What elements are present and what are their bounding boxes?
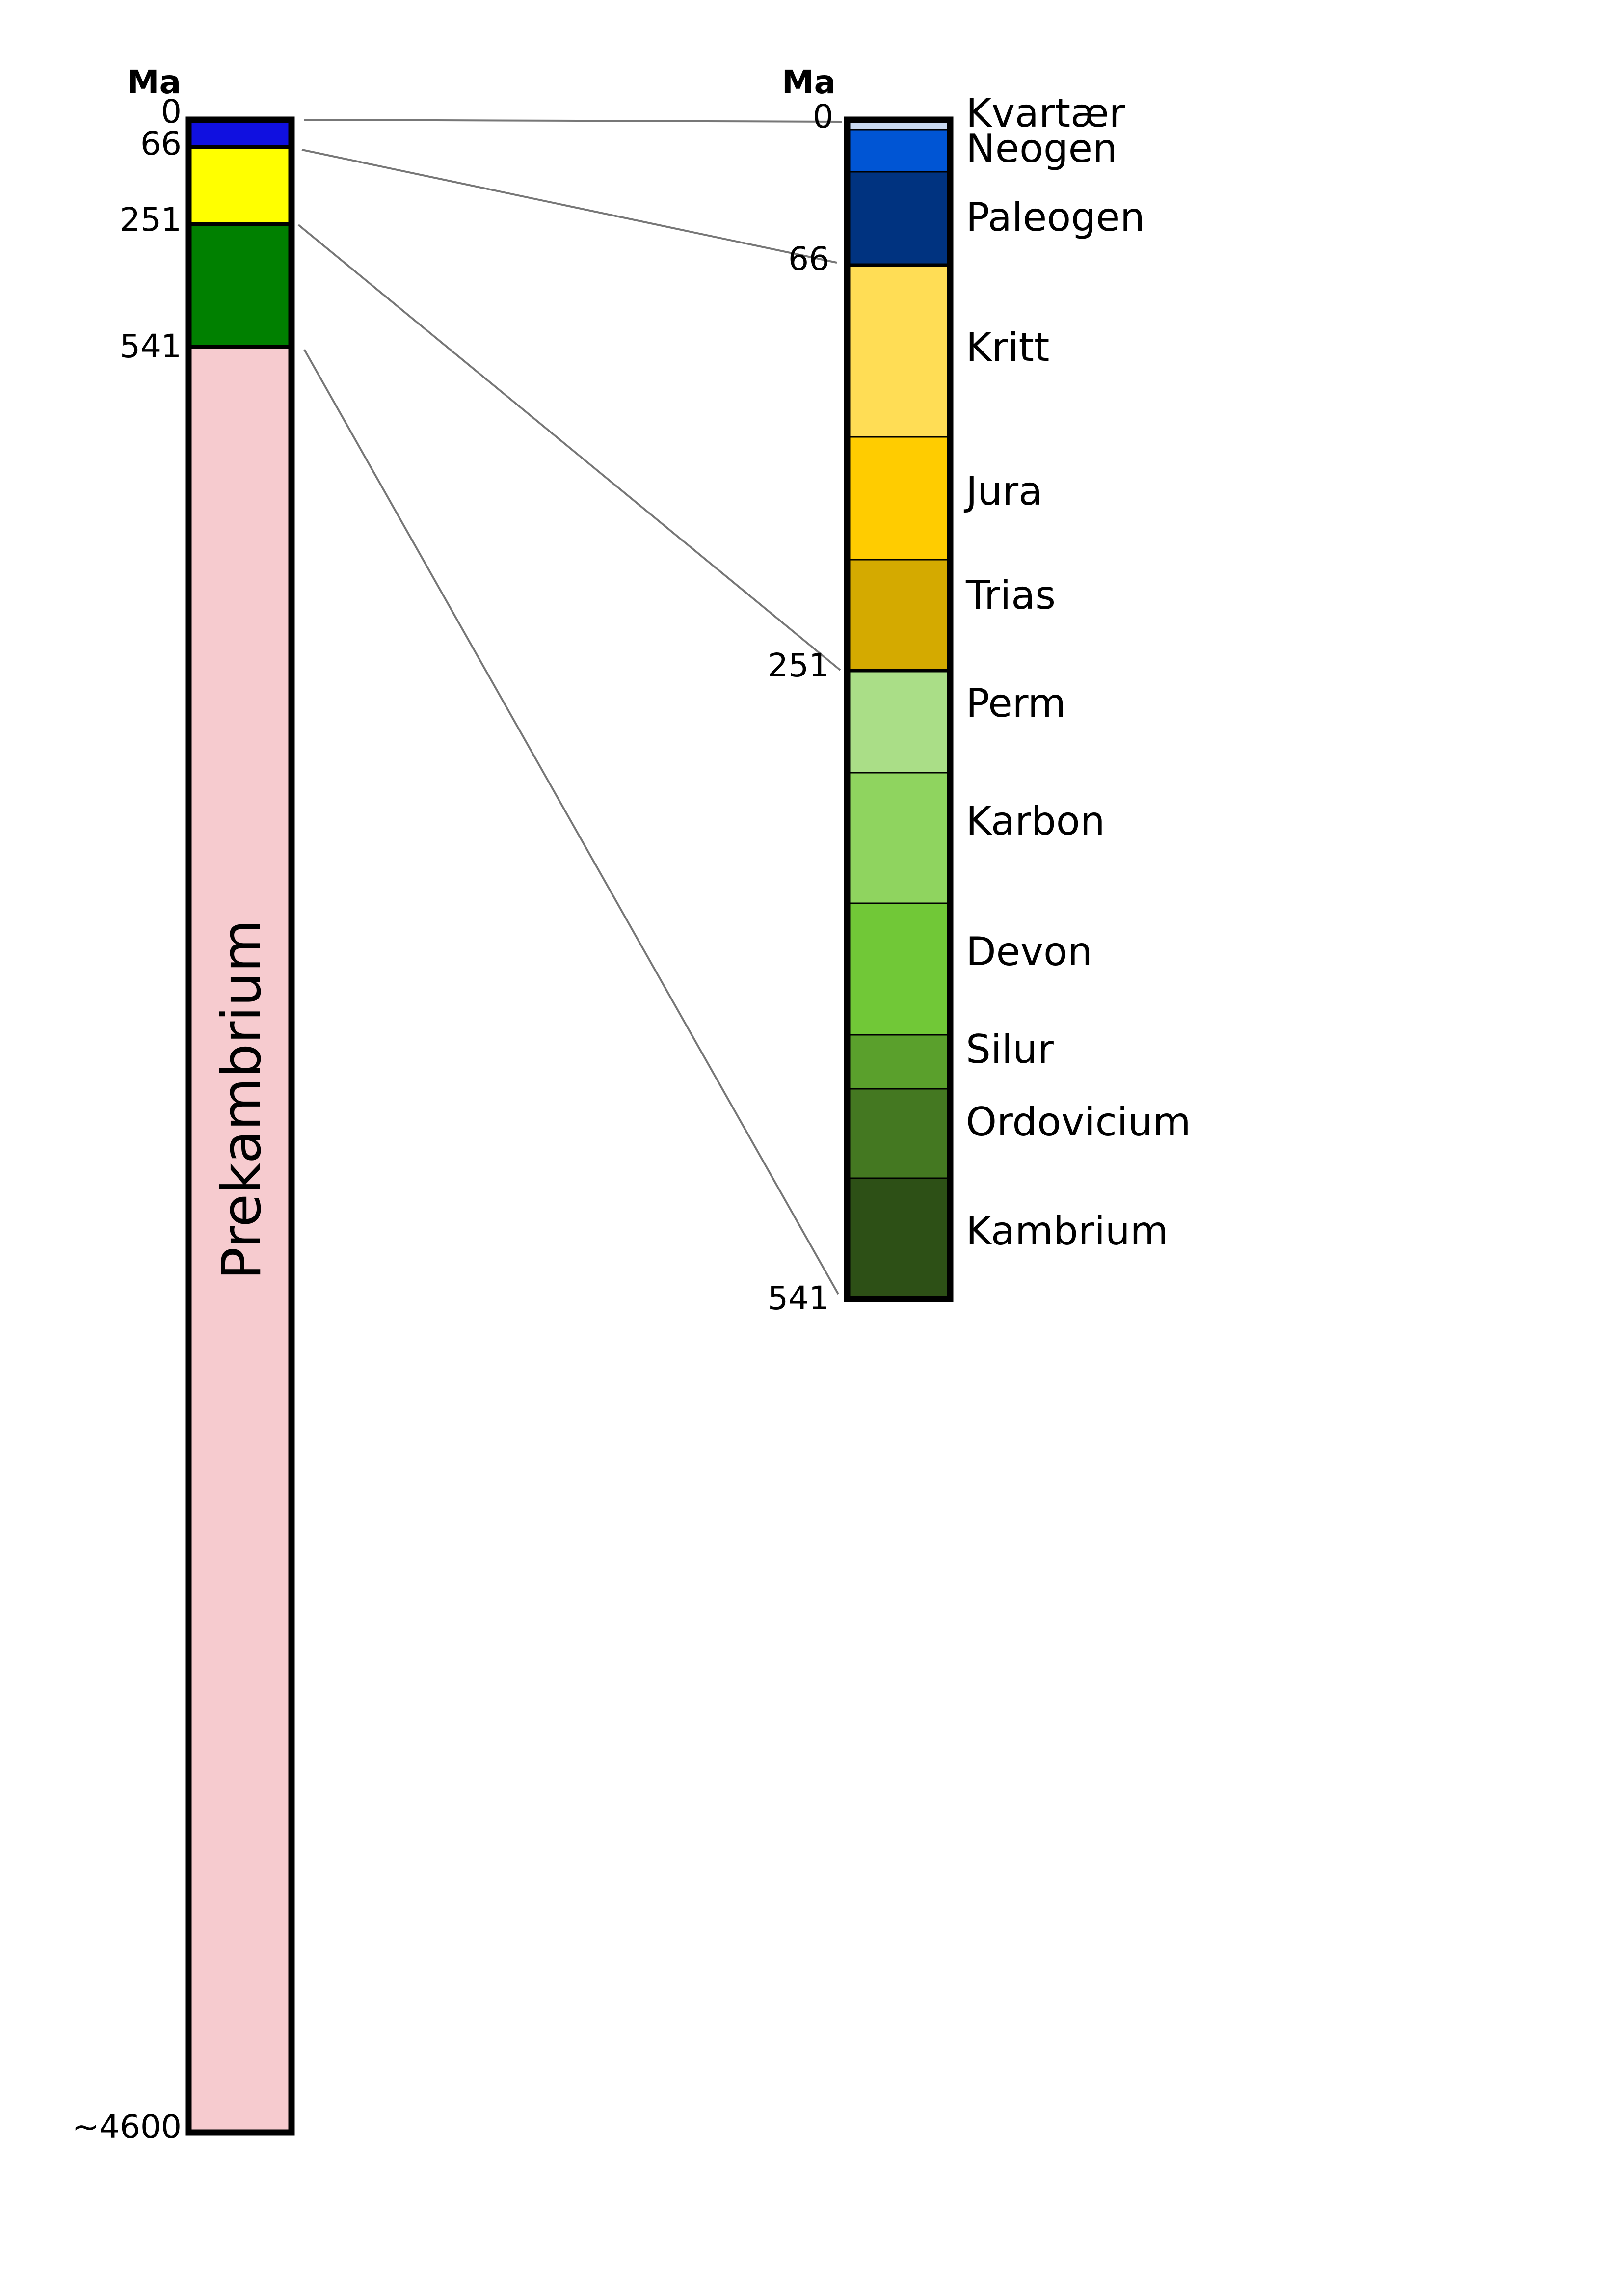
period-segment-jura	[847, 437, 950, 560]
left-column: Ma 0 66 251 541 ~4600 Prekambrium	[72, 63, 295, 2146]
left-segments	[188, 120, 292, 2133]
period-segment-neogen	[847, 130, 950, 172]
period-label-kritt: Kritt	[966, 324, 1049, 370]
connector-lines	[297, 119, 842, 1295]
left-column-frame	[185, 116, 295, 2136]
period-label-neogen: Neogen	[966, 126, 1117, 171]
right-tick-251: 251	[768, 647, 829, 684]
right-column-frame	[844, 116, 954, 1302]
right-tick-0: 0	[813, 98, 833, 135]
left-unit-label: Ma	[127, 63, 181, 101]
period-label-kvartaer: Kvartær	[966, 90, 1125, 136]
period-segment-ordovicium	[847, 1089, 950, 1178]
period-segment-paleogen	[847, 172, 950, 265]
period-label-kambrium: Kambrium	[966, 1208, 1169, 1254]
right-tick-541: 541	[768, 1279, 829, 1317]
period-segment-silur	[847, 1035, 950, 1089]
left-tick-251: 251	[120, 201, 182, 239]
period-label-devon: Devon	[966, 929, 1092, 974]
left-segment-251-541	[188, 224, 292, 347]
period-segment-devon	[847, 903, 950, 1035]
left-tick-66: 66	[140, 125, 182, 162]
period-segment-trias	[847, 560, 950, 671]
period-label-perm: Perm	[966, 680, 1066, 726]
right-tick-66: 66	[788, 240, 829, 278]
left-tick-4600: ~4600	[72, 2108, 182, 2146]
period-label-karbon: Karbon	[966, 798, 1105, 844]
connector-line-541	[303, 349, 839, 1295]
left-tick-541: 541	[120, 327, 182, 365]
period-label-jura: Jura	[963, 468, 1042, 514]
period-segment-perm	[847, 671, 950, 773]
period-segment-kritt	[847, 265, 950, 437]
right-unit-label: Ma	[782, 63, 836, 101]
period-label-paleogen: Paleogen	[966, 194, 1145, 240]
period-segment-karbon	[847, 773, 950, 903]
right-column: Ma 0 66 251 541 Kvartær Neogen Paleogen …	[768, 63, 1191, 1317]
left-segment-0-66	[188, 120, 292, 147]
period-segment-kambrium	[847, 1178, 950, 1299]
right-segments	[847, 120, 950, 1299]
period-labels: Kvartær Neogen Paleogen Kritt Jura Trias…	[963, 90, 1191, 1254]
period-label-silur: Silur	[966, 1026, 1054, 1072]
period-label-trias: Trias	[965, 572, 1056, 618]
period-label-ordovicium: Ordovicium	[966, 1099, 1191, 1145]
connector-line-66	[301, 149, 837, 264]
connector-line-0	[304, 119, 842, 123]
era-label-prekambrium: Prekambrium	[210, 919, 273, 1280]
connector-line-251	[297, 224, 841, 671]
left-tick-0: 0	[161, 93, 182, 131]
left-segment-541-4600	[188, 347, 292, 2133]
left-segment-66-251	[188, 147, 292, 224]
